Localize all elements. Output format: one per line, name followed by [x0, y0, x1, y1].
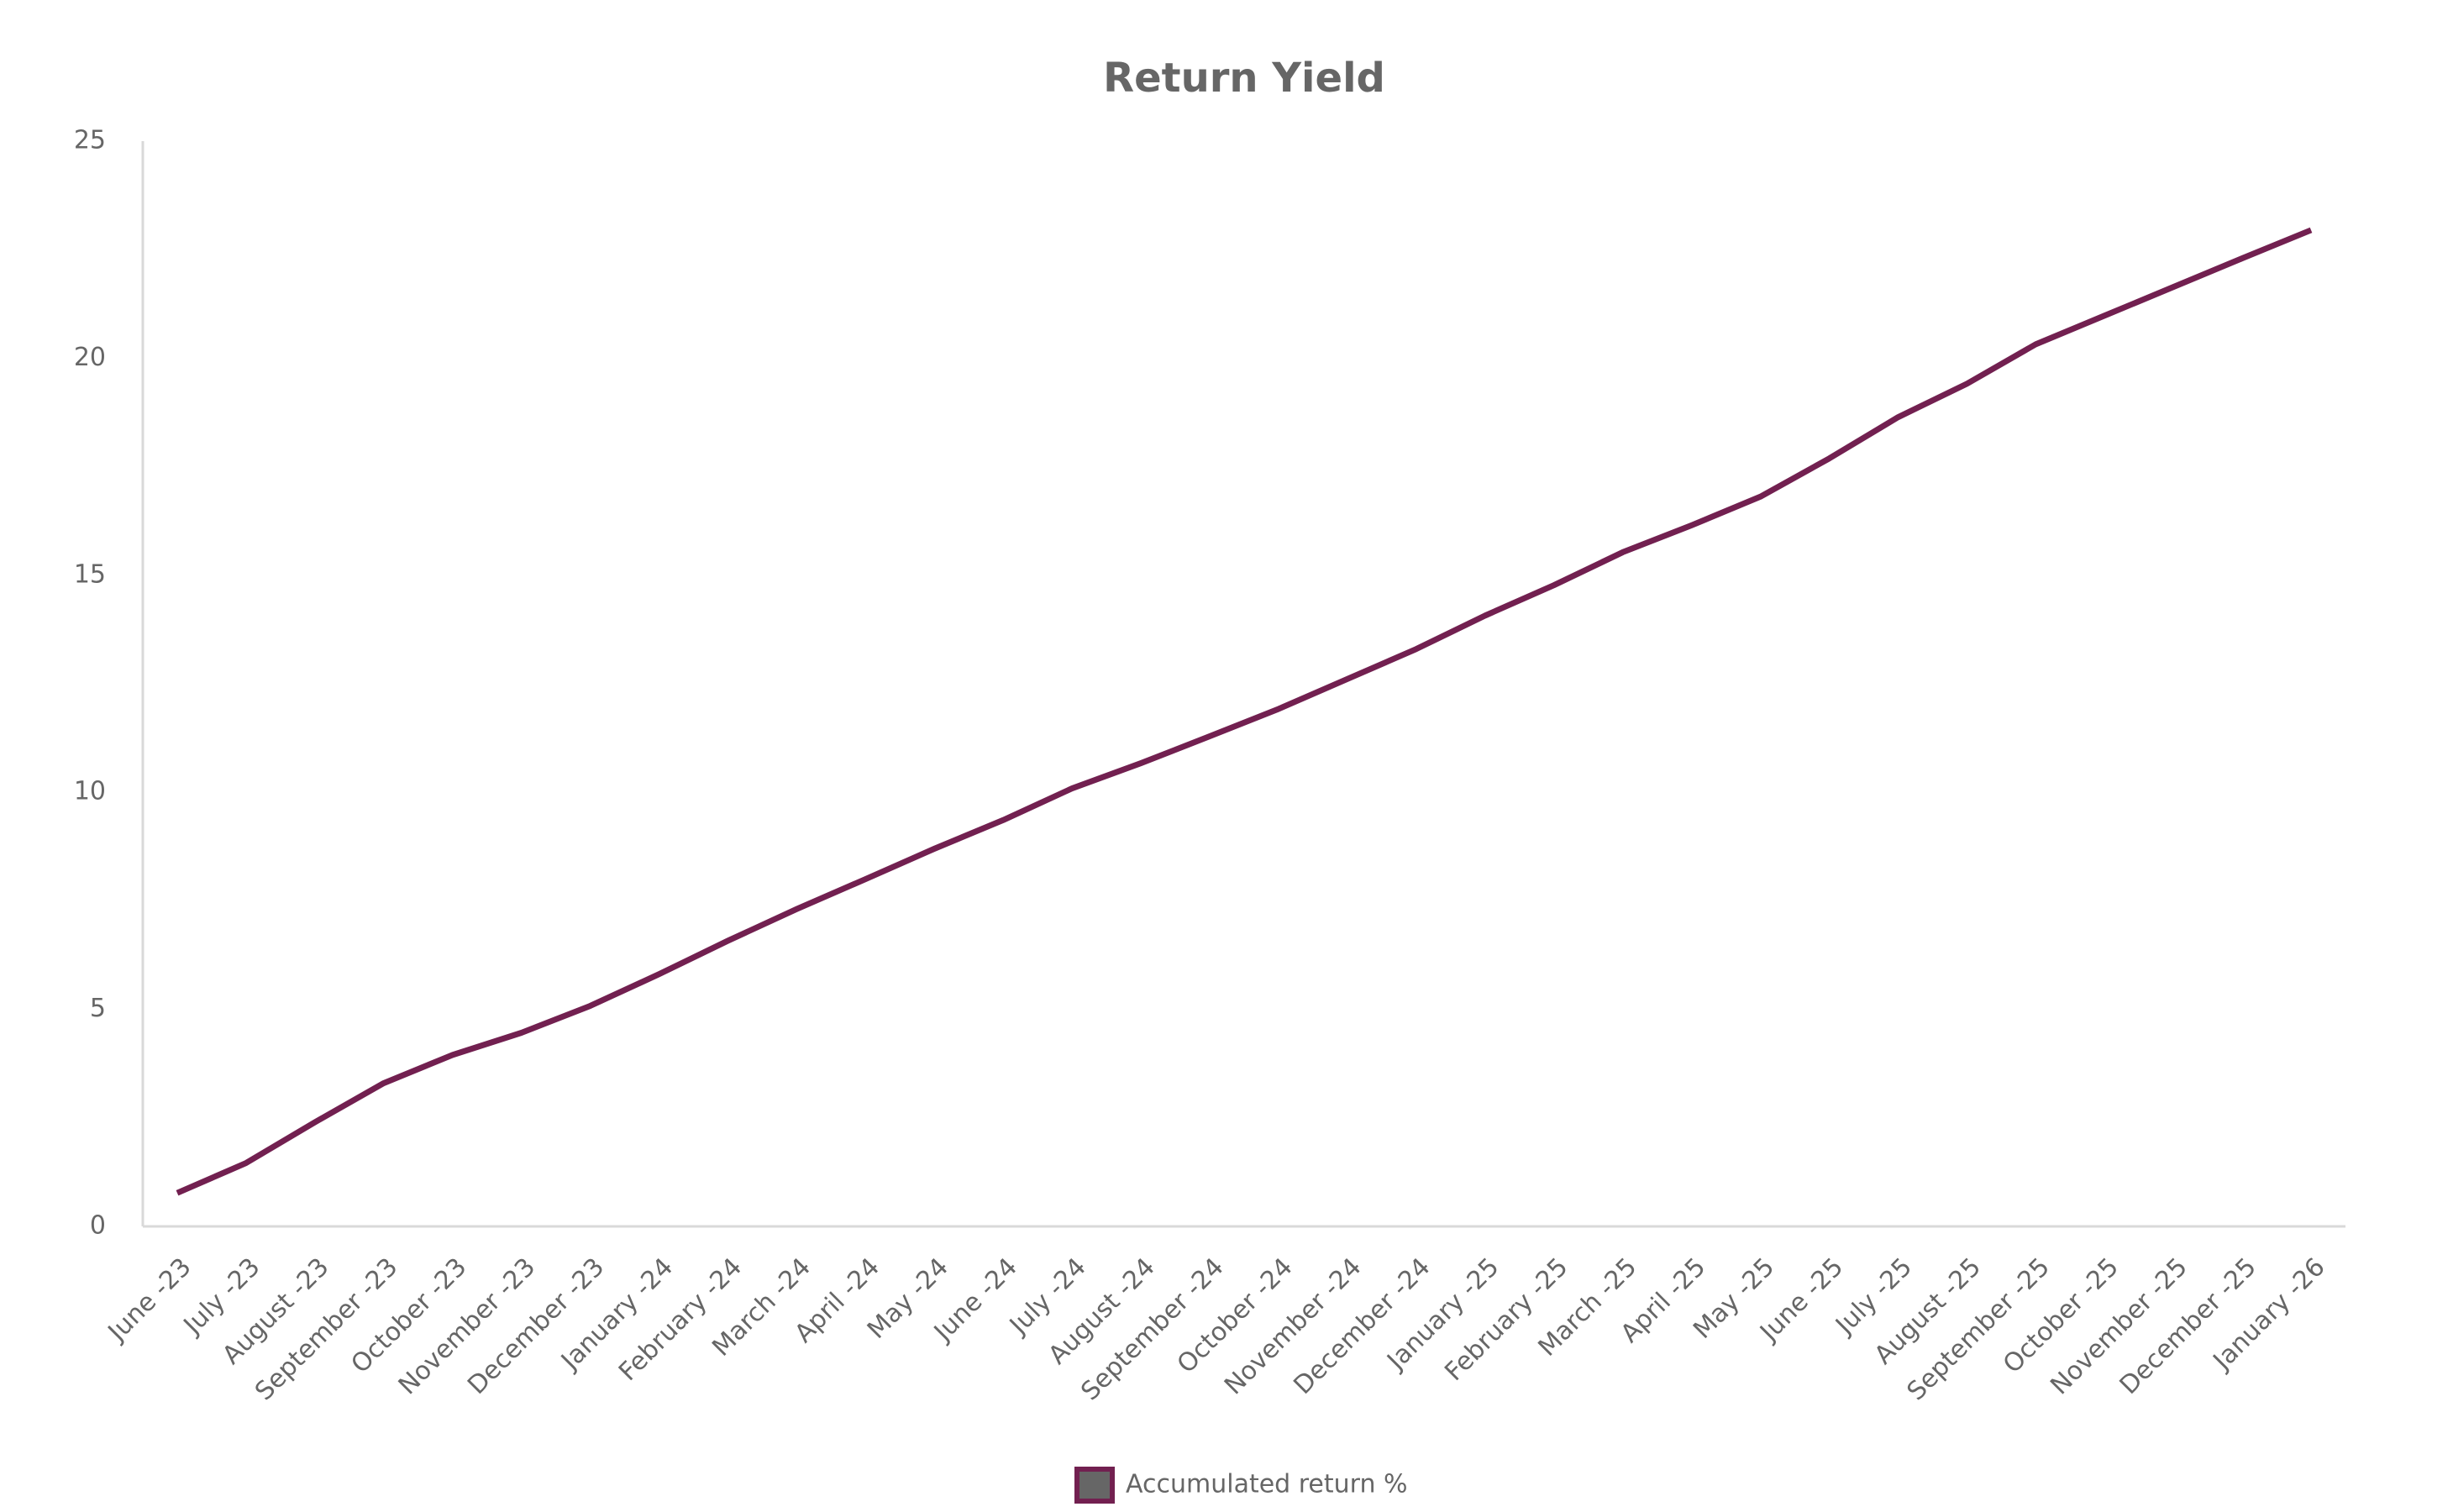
- x-tick-label: June -23: [102, 1252, 197, 1348]
- legend-swatch: [1074, 1467, 1115, 1504]
- legend-label: Accumulated return %: [1126, 1470, 1408, 1499]
- y-tick-label: 5: [90, 994, 106, 1023]
- y-tick-label: 0: [90, 1211, 106, 1241]
- y-tick-label: 15: [74, 559, 106, 589]
- chart-title: Return Yield: [1103, 55, 1385, 102]
- data-line: [176, 227, 2313, 1196]
- y-tick-label: 20: [74, 343, 106, 372]
- y-tick-label: 10: [74, 777, 106, 806]
- y-tick-label: 25: [74, 126, 106, 155]
